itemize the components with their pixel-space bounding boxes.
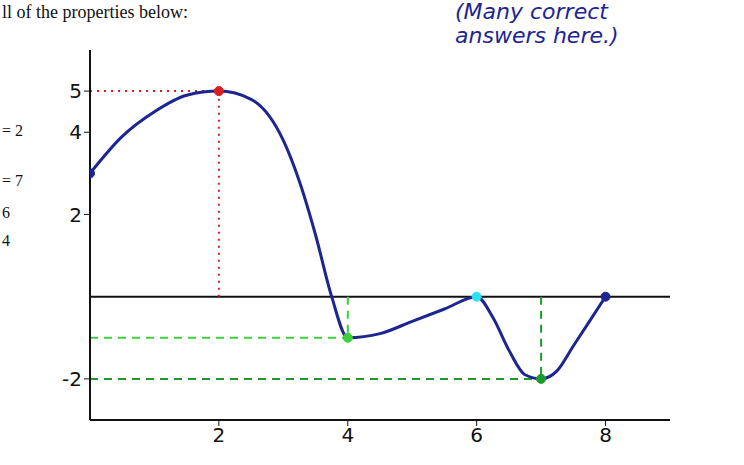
svg-text:8: 8 [599, 423, 612, 447]
html-text:= 7: = 7 [2, 172, 23, 189]
html-text:(Many correct answers here.): (Many correct answers here.) [455, 0, 619, 49]
html-text:4: 4 [2, 232, 10, 249]
svg-text:2: 2 [69, 203, 82, 227]
svg-text:6: 6 [470, 423, 483, 447]
html-text:6: 6 [2, 204, 10, 221]
html-text:= 2: = 2 [2, 122, 23, 139]
svg-text:4: 4 [69, 120, 82, 144]
html-text:ll of the properties below:: ll of the properties below: [2, 2, 188, 22]
svg-text:5: 5 [69, 79, 82, 103]
svg-text:-2: -2 [62, 367, 82, 391]
svg-text:2: 2 [213, 423, 226, 447]
svg-text:4: 4 [341, 423, 354, 447]
